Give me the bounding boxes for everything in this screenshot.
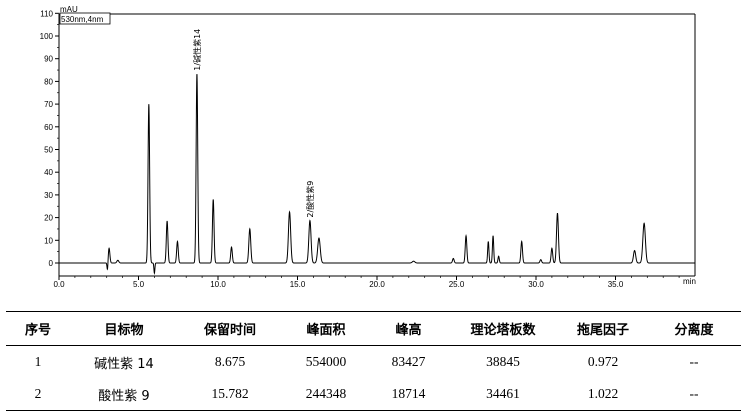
y-tick-label: 0 [49,259,54,268]
x-tick-label: 0.0 [53,280,65,289]
cell-theoretical-plates: 34461 [447,378,559,411]
cell-index: 2 [6,378,70,411]
table-row: 1 碱性紫 14 8.675 554000 83427 38845 0.972 … [6,346,741,379]
cell-resolution: -- [689,354,699,369]
cell-index: 1 [34,354,42,369]
cell-peak-area: 244348 [282,378,370,411]
chromatogram-trace [59,74,695,276]
cell-peak-height: 18714 [370,378,447,411]
col-header-analyte: 目标物 [70,311,178,346]
y-tick-label: 70 [44,100,53,109]
cell-resolution: -- [647,378,741,411]
col-header-index: 序号 [6,311,70,346]
cell-retention-time: 15.782 [178,378,282,411]
peak-annotation: 1/碱性紫14 [192,29,202,71]
y-tick-label: 110 [40,9,53,18]
y-tick-label: 80 [44,77,53,86]
detector-label: 530nm,4nm [61,15,104,24]
col-header-retention-time: 保留时间 [178,311,282,346]
cell-theoretical-plates: 38845 [486,354,520,369]
x-tick-label: 15.0 [290,280,306,289]
y-axis-unit: mAU [60,5,78,14]
x-tick-label: 35.0 [608,280,624,289]
x-tick-label: 25.0 [449,280,465,289]
y-tick-label: 50 [44,146,53,155]
cell-tailing-factor: 0.972 [587,354,619,369]
y-tick-label: 10 [44,236,53,245]
table-row: 2 酸性紫 9 15.782 244348 18714 34461 1.022 … [6,378,741,411]
col-header-peak-area: 峰面积 [282,311,370,346]
chromatogram-chart: 0.0 5.0 10.0 15.0 20.0 25.0 30.0 35.0 0 10 20 30 40 5… [40,5,696,289]
y-tick-label: 100 [40,32,54,41]
cell-peak-area: 554000 [305,354,347,369]
y-tick-label: 30 [44,191,53,200]
col-header-tailing-factor: 拖尾因子 [559,311,647,346]
x-tick-label: 10.0 [210,280,226,289]
peak-annotations: 1/碱性紫14 2/酸性紫9 [192,29,315,218]
col-header-peak-height: 峰高 [370,311,447,346]
axis-ticks: 0.0 5.0 10.0 15.0 20.0 25.0 30.0 35.0 0 10 20 30 40 5… [40,9,680,289]
x-tick-label: 20.0 [369,280,385,289]
x-tick-label: 5.0 [133,280,145,289]
cell-analyte: 碱性紫 14 [94,356,154,372]
peak-annotation: 2/酸性紫9 [305,181,315,218]
x-tick-label: 30.0 [528,280,544,289]
cell-retention-time: 8.675 [214,354,246,369]
col-header-theoretical-plates: 理论塔板数 [447,311,559,346]
legend-box [59,12,111,25]
y-tick-label: 60 [44,123,53,132]
y-tick-label: 40 [44,168,53,177]
cell-tailing-factor: 1.022 [559,378,647,411]
cell-analyte: 酸性紫 9 [70,378,178,411]
table-header-row: 序号 目标物 保留时间 峰面积 峰高 理论塔板数 拖尾因子 分离度 [6,311,741,346]
results-table: 序号 目标物 保留时间 峰面积 峰高 理论塔板数 拖尾因子 分离度 1 碱性紫 … [6,311,741,411]
y-tick-label: 20 [44,214,53,223]
y-tick-label: 90 [44,55,53,64]
col-header-resolution: 分离度 [647,311,741,346]
x-axis-unit: min [683,277,696,286]
cell-peak-height: 83427 [391,354,426,369]
